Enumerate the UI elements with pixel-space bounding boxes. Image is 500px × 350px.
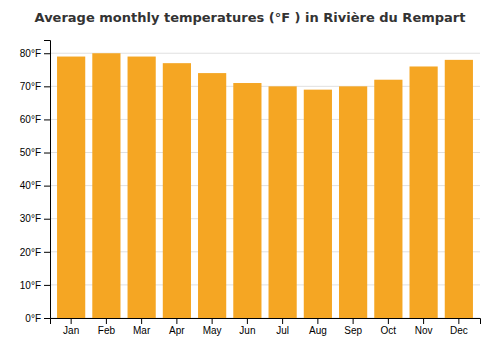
x-tick: Oct — [381, 318, 397, 336]
y-tick: 10°F — [20, 280, 50, 291]
bar — [304, 90, 332, 318]
y-tick: 20°F — [20, 247, 50, 258]
y-tick-label: 80°F — [20, 48, 41, 59]
y-axis-line — [44, 41, 51, 319]
y-tick-label: 30°F — [20, 213, 41, 224]
bars — [57, 53, 473, 318]
chart-container: 0°F 10°F 20°F 30°F 40°F 50°F 60°F 70°F 80°F Jan Fe… — [0, 0, 500, 350]
bar — [92, 53, 120, 318]
bar — [57, 57, 85, 318]
x-tick-mark — [247, 318, 248, 324]
x-tick-label: Jul — [276, 325, 289, 336]
y-tick-mark — [44, 186, 50, 187]
x-tick-mark — [458, 318, 459, 324]
bar — [410, 66, 438, 318]
title: Average monthly temperatures (°F ) in Ri… — [35, 10, 466, 25]
y-tick-mark — [44, 53, 50, 54]
y-tick: 70°F — [20, 81, 50, 92]
y-tick-mark — [44, 318, 50, 319]
y-tick-mark — [44, 285, 50, 286]
x-tick-label: Aug — [309, 325, 327, 336]
x-tick-mark — [317, 318, 318, 324]
y-tick-label: 20°F — [20, 247, 41, 258]
x-tick-label: Mar — [133, 325, 151, 336]
y-tick-label: 70°F — [20, 81, 41, 92]
x-axis: Jan Feb Mar Apr May Jun Jul Aug Sep Oct Nov Dec — [51, 318, 481, 336]
y-tick: 30°F — [20, 213, 50, 224]
y-tick: 40°F — [20, 180, 50, 191]
bar — [374, 80, 402, 318]
bar — [445, 60, 473, 318]
x-tick: Apr — [169, 318, 185, 336]
y-tick-mark — [44, 252, 50, 253]
plot-area: 0°F 10°F 20°F 30°F 40°F 50°F 60°F 70°F 80°F Jan Fe… — [20, 41, 481, 337]
x-tick-mark — [176, 318, 177, 324]
x-tick-mark — [106, 318, 107, 324]
y-tick: 0°F — [25, 313, 50, 324]
x-tick-label: Oct — [381, 325, 397, 336]
y-tick-mark — [44, 86, 50, 87]
x-tick-mark — [212, 318, 213, 324]
x-tick-mark — [71, 318, 72, 324]
x-axis-line — [51, 319, 481, 325]
x-tick: Mar — [133, 318, 151, 336]
x-tick-label: Nov — [415, 325, 433, 336]
x-tick-mark — [353, 318, 354, 324]
x-tick: Jan — [63, 318, 79, 336]
x-tick-label: Apr — [169, 325, 185, 336]
x-tick-mark — [141, 318, 142, 324]
y-tick-label: 0°F — [25, 313, 41, 324]
bar — [269, 86, 297, 318]
x-tick: Sep — [344, 318, 362, 336]
x-tick: Aug — [309, 318, 327, 336]
x-tick: Dec — [450, 318, 468, 336]
y-tick-label: 60°F — [20, 114, 41, 125]
x-tick: May — [203, 318, 222, 336]
y-tick: 60°F — [20, 114, 50, 125]
y-tick: 50°F — [20, 147, 50, 158]
x-tick-label: Dec — [450, 325, 468, 336]
x-tick-mark — [388, 318, 389, 324]
x-tick-mark — [423, 318, 424, 324]
bar — [339, 86, 367, 318]
y-tick: 80°F — [20, 48, 50, 59]
y-tick-label: 40°F — [20, 180, 41, 191]
x-tick-label: Sep — [344, 325, 362, 336]
x-tick-label: Jun — [239, 325, 255, 336]
bar — [128, 57, 156, 318]
x-tick: Jun — [239, 318, 255, 336]
x-tick-label: Feb — [98, 325, 116, 336]
x-tick: Jul — [276, 318, 289, 336]
y-tick-mark — [44, 119, 50, 120]
x-tick: Feb — [98, 318, 116, 336]
y-tick-mark — [44, 153, 50, 154]
bar — [198, 73, 226, 318]
y-tick-label: 10°F — [20, 280, 41, 291]
x-tick-mark — [282, 318, 283, 324]
bar — [163, 63, 191, 318]
bar — [233, 83, 261, 318]
grid — [50, 53, 480, 318]
y-tick-label: 50°F — [20, 147, 41, 158]
y-axis: 0°F 10°F 20°F 30°F 40°F 50°F 60°F 70°F 80°F — [20, 41, 51, 324]
chart-svg: 0°F 10°F 20°F 30°F 40°F 50°F 60°F 70°F 80°F Jan Fe… — [0, 0, 500, 350]
x-tick-label: May — [203, 325, 222, 336]
y-tick-mark — [44, 219, 50, 220]
x-tick-label: Jan — [63, 325, 79, 336]
x-tick: Nov — [415, 318, 433, 336]
